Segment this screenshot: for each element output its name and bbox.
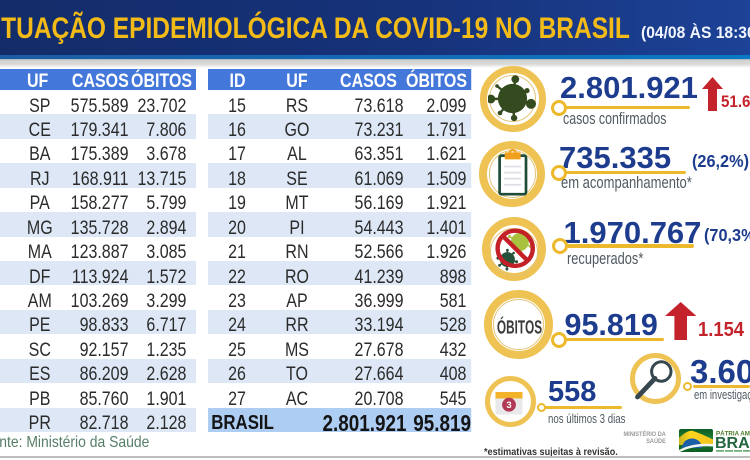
svg-text:3: 3 (506, 400, 511, 411)
svg-text:PÁTRIA AMADA: PÁTRIA AMADA (716, 430, 750, 437)
svg-text:BRASIL: BRASIL (715, 435, 750, 452)
